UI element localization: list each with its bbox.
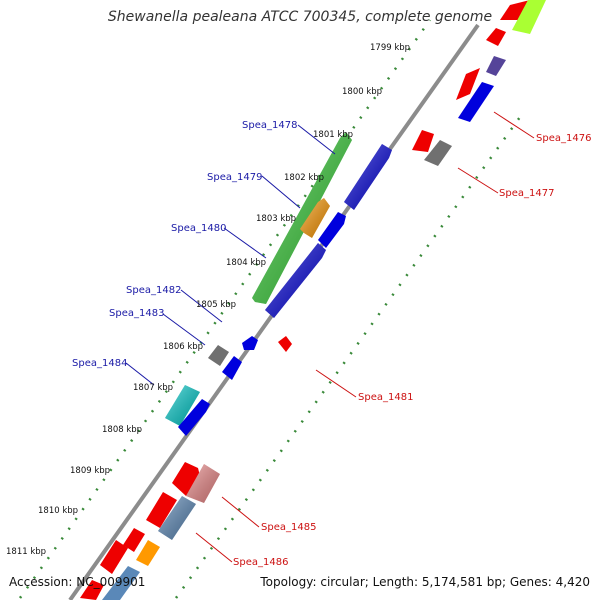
gene-red-forward-1[interactable] — [172, 462, 200, 496]
gene-label-spea-1476[interactable]: Spea_1476 — [536, 133, 591, 144]
gene-label-spea-1483[interactable]: Spea_1483 — [109, 308, 164, 319]
gene-spea-1484-arrow-shade — [165, 385, 200, 426]
gene-blue-reverse-5[interactable] — [178, 399, 210, 436]
gene-spea-1481-arrow[interactable] — [278, 336, 292, 352]
genome-stats-text: Topology: circular; Length: 5,174,581 bp… — [260, 575, 590, 589]
tick-label: 1809 kbp — [70, 466, 110, 476]
tick-label: 1802 kbp — [284, 173, 324, 183]
gene-steelblue-reverse[interactable] — [102, 566, 140, 600]
tick-label: 1800 kbp — [342, 87, 382, 97]
gene-spea-1486-arrow-shade — [158, 496, 196, 540]
gene-spea-1478-arrow-shade — [252, 132, 352, 304]
tick-label: 1808 kbp — [102, 425, 142, 435]
gene-spea-1479-arrow-shade — [300, 198, 330, 238]
gene-label-spea-1482[interactable]: Spea_1482 — [126, 285, 181, 296]
gene-label-spea-1478[interactable]: Spea_1478 — [242, 120, 297, 131]
gene-spea-1482-arrow[interactable] — [242, 336, 258, 350]
gene-blue-reverse-1-shade — [344, 144, 392, 210]
tick-label: 1803 kbp — [256, 214, 296, 224]
genome-title: Shewanella pealeana ATCC 700345, complet… — [107, 9, 493, 25]
gene-red-forward-5[interactable] — [80, 580, 104, 600]
gene-blue-reverse-4[interactable] — [222, 356, 242, 380]
gene-purple-reverse[interactable] — [486, 56, 506, 76]
gene-spea-1477-arrow[interactable] — [424, 140, 452, 166]
gene-label-spea-1481[interactable]: Spea_1481 — [358, 392, 413, 403]
forward-gene-labels: Spea_1478 Spea_1479 Spea_1480 Spea_1482 … — [72, 120, 297, 369]
gene-red-top-2[interactable] — [486, 28, 506, 46]
reverse-genes — [102, 0, 546, 600]
reverse-gene-labels: Spea_1476 Spea_1477 Spea_1481 Spea_1485 … — [233, 133, 591, 568]
tick-label: 1806 kbp — [163, 342, 203, 352]
gene-blue-reverse-top[interactable] — [458, 82, 494, 122]
gene-label-spea-1485[interactable]: Spea_1485 — [261, 522, 316, 533]
tick-label: 1801 kbp — [313, 130, 353, 140]
accession-text: Accession: NC_009901 — [9, 575, 146, 589]
tick-label: 1805 kbp — [196, 300, 236, 310]
tick-labels: 1799 kbp 1800 kbp 1801 kbp 1802 kbp 1803… — [6, 43, 410, 557]
forward-genes — [80, 0, 530, 600]
gene-label-spea-1479[interactable]: Spea_1479 — [207, 172, 262, 183]
gene-lime-reverse[interactable] — [512, 0, 546, 34]
gene-label-spea-1480[interactable]: Spea_1480 — [171, 223, 226, 234]
tick-label: 1807 kbp — [133, 383, 173, 393]
gene-blue-reverse-3-shade — [265, 243, 326, 318]
gene-label-spea-1477[interactable]: Spea_1477 — [499, 188, 554, 199]
gene-red-forward-2[interactable] — [146, 492, 177, 528]
reverse-label-connectors — [195, 111, 535, 563]
gene-spea-1483-arrow[interactable] — [208, 345, 229, 366]
tick-label: 1811 kbp — [6, 547, 46, 557]
tick-label: 1810 kbp — [38, 506, 78, 516]
gene-orange-reverse[interactable] — [136, 540, 160, 566]
inner-tick-ring — [174, 109, 527, 599]
gene-red-top-1[interactable] — [500, 0, 530, 20]
gene-red-reverse-2[interactable] — [412, 130, 434, 152]
gene-spea-1485-arrow-shade — [186, 464, 220, 503]
gene-blue-reverse-2[interactable] — [318, 212, 346, 248]
tick-label: 1804 kbp — [226, 258, 266, 268]
gene-red-reverse-1[interactable] — [456, 68, 480, 100]
tick-label: 1799 kbp — [370, 43, 410, 53]
gene-label-spea-1486[interactable]: Spea_1486 — [233, 557, 288, 568]
gene-red-forward-3[interactable] — [123, 528, 145, 552]
forward-label-connectors — [125, 124, 336, 386]
gene-label-spea-1484[interactable]: Spea_1484 — [72, 358, 127, 369]
gene-red-forward-4[interactable] — [100, 540, 128, 574]
